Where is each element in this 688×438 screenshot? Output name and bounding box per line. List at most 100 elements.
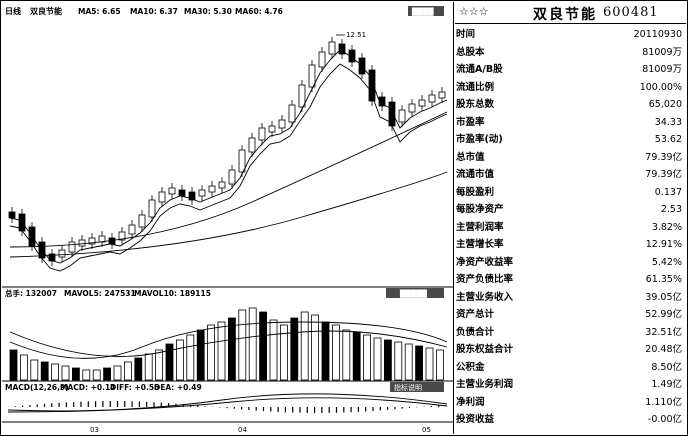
fundamentals-value: -0.00亿 <box>647 414 682 425</box>
fundamentals-row: 每股净资产 2.53 <box>455 201 686 219</box>
fundamentals-label: 每股盈利 <box>456 186 495 198</box>
ma10-line <box>9 63 448 272</box>
kline-tag-button-label: ████ <box>411 7 434 16</box>
volume-bar <box>300 311 309 381</box>
fundamentals-label: 主营业务收入 <box>456 291 514 303</box>
period-label: 日线 <box>5 6 21 16</box>
volume-bar <box>113 365 122 381</box>
fundamentals-label: 资产负债比率 <box>456 274 514 285</box>
fundamentals-label: 净利润 <box>456 396 485 408</box>
fundamentals-row: 公积金 8.50亿 <box>455 359 686 377</box>
fundamentals-label: 流通市值 <box>456 169 495 180</box>
volume-bar <box>227 317 236 381</box>
dea-readout: DEA: +0.49 <box>154 383 202 392</box>
x-axis-label-04: 04 <box>238 426 247 434</box>
fundamentals-row: 主营业务收入 39.05亿 <box>455 289 686 307</box>
ma10-readout: MA10: 6.37 <box>130 7 178 16</box>
fundamentals-label: 主营增长率 <box>456 239 504 250</box>
mavol10-readout: MAVOL10: 189115 <box>134 289 211 298</box>
volume-bar <box>394 341 403 381</box>
candle-body <box>238 149 246 173</box>
volume-bar <box>186 334 195 381</box>
volume-bar <box>19 354 28 381</box>
stock-code: 600481 <box>603 5 659 20</box>
volume-bar <box>342 329 351 381</box>
candle-body <box>298 84 306 108</box>
fundamentals-label: 总市值 <box>456 151 485 163</box>
volume-bar <box>40 361 49 381</box>
macd-tag-button[interactable] <box>390 382 444 392</box>
ma30-readout: MA30: 5.30 <box>184 7 232 16</box>
fundamentals-label: 时间 <box>456 29 476 40</box>
volume-bar <box>383 339 392 381</box>
macd-tag-button-label: 指标说明 <box>394 383 422 392</box>
volume-bar <box>311 314 320 381</box>
candle-body <box>308 64 316 88</box>
volume-bar <box>331 324 340 381</box>
fundamentals-row: 主营增长率 12.91% <box>455 236 686 254</box>
peak-price-label: 12.51 <box>346 31 366 39</box>
fundamentals-value: 53.62 <box>654 134 682 145</box>
mavol10-line <box>9 330 448 357</box>
fundamentals-row: 市盈率 34.33 <box>455 114 686 132</box>
volume-bar <box>363 334 372 381</box>
candle-body <box>58 249 66 258</box>
volume-bar <box>51 363 59 381</box>
macd-indicator <box>7 393 448 413</box>
ma30-line <box>9 111 448 248</box>
fundamentals-row: 负债合计 32.51亿 <box>455 324 686 342</box>
volume-bar <box>9 349 18 381</box>
candle-body <box>158 191 166 203</box>
candle-body <box>188 191 196 201</box>
fundamentals-label: 流通A/B股 <box>456 64 503 75</box>
candle-body <box>228 169 236 185</box>
candle-body <box>68 241 76 253</box>
macd-label: MACD(12,26,9) <box>5 383 69 392</box>
fundamentals-value: 81009万 <box>642 64 682 75</box>
fundamentals-value: 5.42% <box>651 256 682 268</box>
chart-area: 日线 双良节能 MA5: 6.65 MA10: 6.37 MA30: 5.30 … <box>2 2 454 434</box>
fundamentals-row: 主营利润率 3.82% <box>455 219 686 237</box>
diff-readout: DIFF: +0.56 <box>110 383 159 392</box>
volume-bar <box>373 337 382 381</box>
volume-tag-button[interactable] <box>386 288 444 298</box>
volume-bar <box>207 324 216 381</box>
fundamentals-label: 股东权益合计 <box>456 344 514 355</box>
candle-body <box>338 43 346 55</box>
candle-body <box>318 51 326 68</box>
volume-bar <box>175 339 184 381</box>
volume-bar <box>134 357 143 381</box>
volume-bar <box>415 345 424 381</box>
fundamentals-label: 主营利润率 <box>456 221 504 233</box>
volume-bar <box>435 349 444 381</box>
fundamentals-row: 流通A/B股 81009万 <box>455 61 686 79</box>
volume-bar <box>155 349 164 381</box>
candle-body <box>118 231 126 241</box>
fundamentals-row: 股东权益合计 20.48亿 <box>455 341 686 359</box>
volume-bar <box>248 307 257 381</box>
fundamentals-label: 投资收益 <box>456 414 495 425</box>
ma5-line <box>9 49 448 264</box>
candle-body <box>8 211 16 219</box>
candle-body <box>418 99 426 107</box>
candle-body <box>408 103 416 113</box>
fundamentals-row: 总股本 81009万 <box>455 44 686 62</box>
volume-tag-button-label: █████ <box>399 289 428 298</box>
volume-bar <box>352 331 361 381</box>
candle-body <box>78 239 86 247</box>
fundamentals-row: 净利润 1.110亿 <box>455 394 686 412</box>
candle-body <box>278 119 286 129</box>
kline-chart-svg[interactable]: 日线 双良节能 MA5: 6.65 MA10: 6.37 MA30: 5.30 … <box>2 2 454 434</box>
kline-tag-button[interactable] <box>408 6 444 16</box>
volume-bar <box>425 347 434 381</box>
candle-body <box>198 189 206 197</box>
fundamentals-row: 市盈率(动) 53.62 <box>455 131 686 149</box>
volume-bar <box>30 359 39 381</box>
fundamentals-label: 负债合计 <box>456 326 495 338</box>
fundamentals-label: 主营业务利润 <box>456 379 514 390</box>
volume-bar <box>72 367 80 381</box>
mavol5-line <box>9 321 448 359</box>
stock-name: 双良节能 <box>533 7 597 23</box>
fundamentals-value: 34.33 <box>654 116 682 128</box>
candle-body <box>88 237 96 245</box>
